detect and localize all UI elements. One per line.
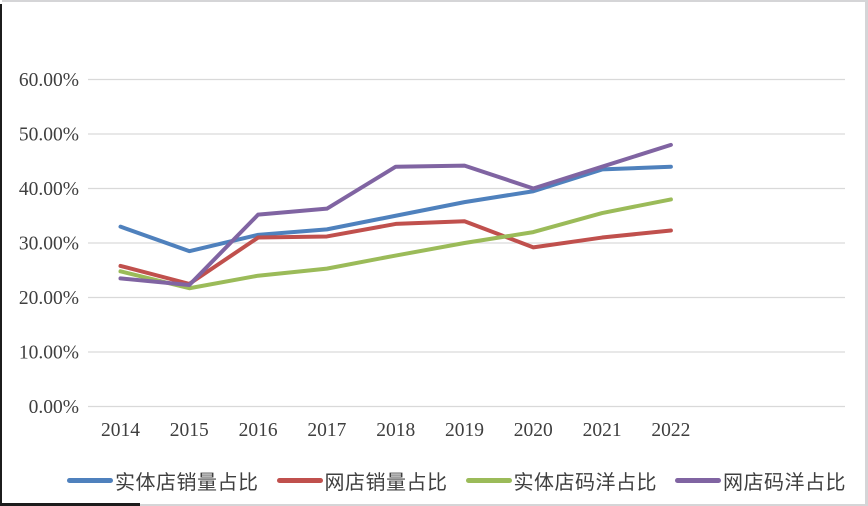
- legend-item-2: 实体店码洋占比: [465, 466, 658, 495]
- series-lines: [118, 142, 673, 291]
- gridlines: [88, 78, 845, 408]
- legend-swatch-icon: [276, 477, 323, 483]
- legend-item-0: 实体店销量占比: [67, 466, 259, 495]
- y-axis-tick-label: 40.00%: [19, 179, 79, 200]
- chart-legend: 实体店销量占比 网店销量占比 实体店码洋占比 网店码洋占比: [67, 463, 846, 497]
- x-axis-tick-label: 2020: [514, 420, 553, 441]
- y-axis-tick-label: 60.00%: [19, 70, 79, 91]
- x-axis-tick-label: 2019: [445, 420, 484, 441]
- x-axis-tick-label: 2016: [239, 420, 278, 441]
- legend-label: 实体店销量占比: [115, 471, 259, 494]
- legend-swatch-icon: [67, 477, 113, 483]
- y-axis-tick-label: 50.00%: [19, 125, 79, 146]
- x-axis-tick-label: 2018: [376, 420, 415, 441]
- x-axis-tick-label: 2014: [101, 420, 140, 441]
- x-axis-tick-label: 2021: [583, 420, 622, 441]
- x-axis-tick-labels: 2014 2015 2016 2017 2018 2019 2020 2021 2022: [101, 420, 690, 441]
- x-axis-tick-label: 2022: [651, 420, 690, 441]
- series-line-1: [118, 219, 673, 286]
- y-axis-tick-label: 10.00%: [19, 343, 79, 364]
- x-axis-tick-label: 2015: [170, 420, 209, 441]
- y-axis-tick-labels: 0.00% 10.00% 20.00% 30.00% 40.00% 50.00% 60.00…: [19, 70, 79, 418]
- y-axis-tick-label: 30.00%: [19, 234, 79, 255]
- x-axis-tick-label: 2017: [307, 420, 346, 441]
- legend-label: 实体店码洋占比: [513, 471, 657, 494]
- legend-item-1: 网店销量占比: [276, 466, 448, 495]
- series-line-3: [118, 142, 673, 287]
- series-line-0: [118, 164, 673, 254]
- legend-swatch-icon: [675, 477, 721, 483]
- series-line-2: [118, 197, 673, 291]
- legend-item-3: 网店码洋占比: [675, 466, 846, 495]
- y-axis-tick-label: 20.00%: [19, 288, 79, 309]
- legend-swatch-icon: [465, 477, 512, 483]
- y-axis-tick-label: 0.00%: [29, 397, 79, 418]
- legend-label: 网店码洋占比: [723, 471, 846, 494]
- legend-label: 网店销量占比: [324, 471, 448, 494]
